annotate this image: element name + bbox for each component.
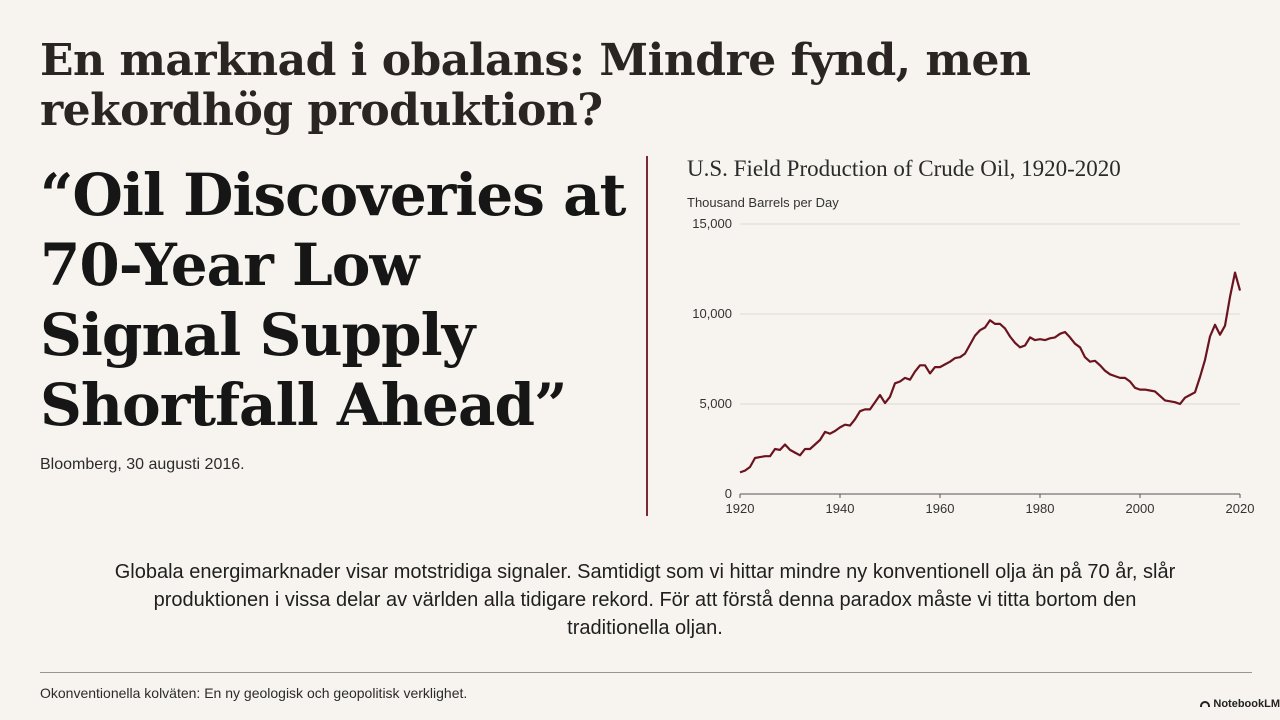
headline-quote: “Oil Discoveries at 70-Year Low Signal S… (40, 161, 626, 439)
x-tick-label: 2000 (1126, 501, 1155, 516)
quote-source: Bloomberg, 30 augusti 2016. (40, 456, 245, 473)
body-paragraph: Globala energimarknader visar motstridig… (114, 561, 1176, 639)
notebooklm-logo-icon (1200, 701, 1211, 707)
chart-y-axis-label: Thousand Barrels per Day (687, 195, 839, 210)
x-tick-label: 1960 (926, 501, 955, 516)
brand-label: NotebookLM (1213, 698, 1280, 710)
footer-divider (40, 672, 1252, 673)
x-tick-label: 1940 (826, 501, 855, 516)
x-tick-label: 2020 (1226, 501, 1255, 516)
x-tick-label: 1920 (726, 501, 755, 516)
vertical-divider (646, 156, 648, 516)
x-tick-label: 1980 (1026, 501, 1055, 516)
production-series-line (739, 271, 1242, 474)
slide-title: En marknad i obalans: Mindre fynd, men r… (40, 35, 1031, 136)
notebooklm-brand: NotebookLM (1200, 698, 1280, 710)
y-tick-label: 0 (725, 486, 732, 501)
y-tick-label: 10,000 (692, 306, 732, 321)
oil-production-chart: 0 5,000 10,000 15,000 1920 1940 1960 1980 2000 20… (692, 216, 1255, 516)
footer-caption: Okonventionella kolväten: En ny geologis… (40, 685, 468, 701)
y-tick-label: 5,000 (699, 396, 732, 411)
chart-title: U.S. Field Production of Crude Oil, 1920… (687, 156, 1121, 181)
y-tick-label: 15,000 (692, 216, 732, 231)
